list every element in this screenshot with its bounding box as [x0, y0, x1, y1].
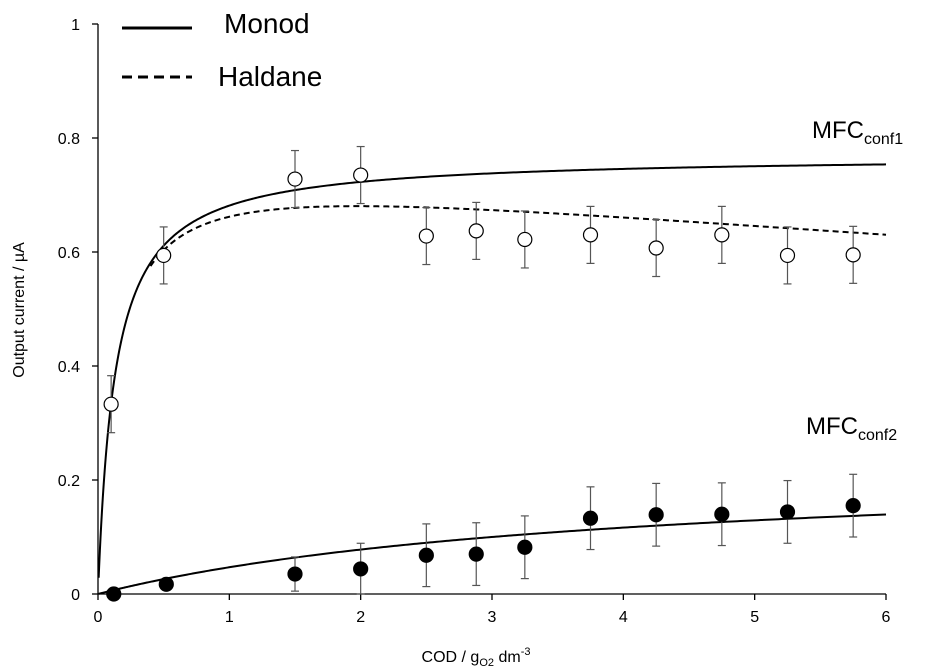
data-point-conf1: [418, 228, 434, 244]
data-point-conf1: [468, 223, 484, 239]
x-tick-label: 2: [356, 609, 365, 626]
data-point-conf1: [353, 167, 369, 183]
x-axis-label: COD / gO2 dm-3: [422, 646, 531, 669]
annotation-mfc-conf1: MFCconf1: [812, 117, 903, 148]
data-point-conf2: [714, 506, 730, 522]
axes: [97, 24, 886, 595]
data-point-conf2: [158, 576, 174, 592]
data-point-conf1: [517, 231, 533, 248]
data-point-conf2: [287, 566, 303, 582]
y-tick-label: 0.6: [58, 245, 80, 262]
y-tick-label: 1: [71, 17, 80, 34]
x-tick-label: 5: [750, 609, 759, 626]
y-tick-label: 0: [71, 587, 80, 604]
data-point-conf1: [714, 227, 730, 243]
x-axis-label-sup: -3: [521, 646, 531, 658]
y-tick-label: 0.2: [58, 473, 80, 490]
x-tick-label: 0: [94, 609, 103, 626]
x-tick-label: 4: [619, 609, 628, 626]
data-point-conf1: [156, 247, 172, 264]
data-point-conf1: [648, 240, 664, 256]
x-tick-label: 1: [225, 609, 234, 626]
error-bars: [107, 145, 858, 595]
data-point-conf2: [779, 504, 796, 520]
data-point-conf2: [845, 498, 861, 514]
data-point-conf1: [287, 171, 303, 187]
data-point-conf2: [582, 510, 599, 526]
data-point-conf1: [779, 247, 796, 264]
legend-label-monod: Monod: [224, 8, 310, 39]
data-point-conf2: [106, 586, 122, 602]
data-point-conf2: [353, 561, 369, 577]
data-point-conf1: [845, 247, 861, 263]
x-axis-label-sub: O2: [479, 657, 494, 669]
data-point-conf2: [418, 547, 434, 563]
data-point-conf2: [517, 539, 533, 555]
y-tick-label: 0.8: [58, 131, 80, 148]
annotation-mfc-conf1-sub: conf1: [864, 131, 903, 148]
legend-label-haldane: Haldane: [218, 61, 322, 92]
annotation-mfc-conf2: MFCconf2: [806, 413, 897, 444]
fit-curves: [97, 163, 887, 595]
ticks: 0 1 2 3 4 5 6 0 0.2 0.4 0.6 0.8 1: [58, 17, 891, 626]
data-points: [103, 167, 861, 602]
annotation-mfc-conf2-sub: conf2: [858, 427, 897, 444]
data-point-conf2: [468, 546, 484, 562]
x-tick-label: 3: [488, 609, 497, 626]
data-point-conf1: [103, 396, 119, 412]
annotation-mfc-conf1-main: MFC: [812, 117, 864, 144]
data-point-conf2: [648, 507, 664, 523]
legend: Monod Haldane: [122, 8, 322, 92]
y-tick-label: 0.4: [58, 359, 80, 376]
fit-curve-monod: [98, 513, 887, 595]
x-tick-label: 6: [882, 609, 891, 626]
data-point-conf1: [582, 227, 599, 243]
x-axis-label-main: COD / g: [422, 649, 480, 666]
annotation-mfc-conf2-main: MFC: [806, 413, 858, 440]
x-axis-label-mid: dm: [494, 649, 521, 666]
y-axis-label: Output current / µA: [11, 242, 28, 378]
